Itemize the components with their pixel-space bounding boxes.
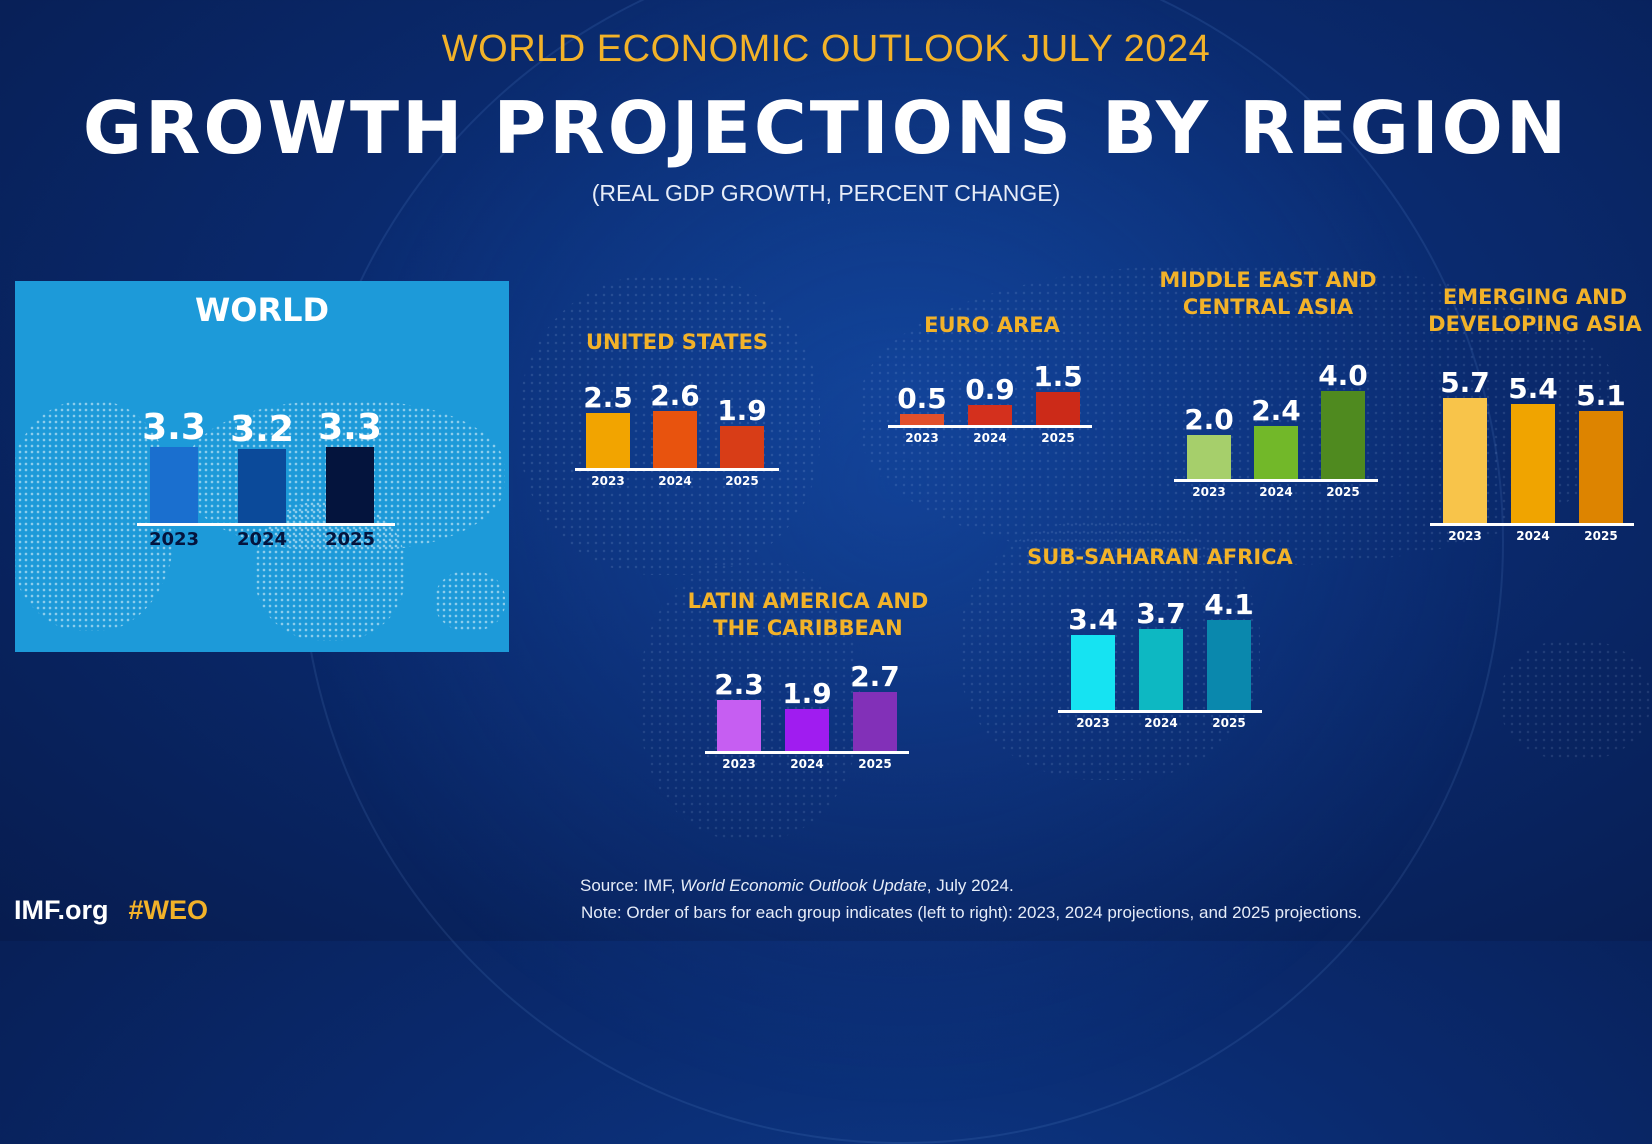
chart-title: LATIN AMERICA AND THE CARIBBEAN [687, 589, 929, 640]
hashtag: #WEO [128, 895, 209, 925]
tick-label: 2024 [1259, 485, 1293, 499]
tick-label: 2023 [722, 757, 756, 771]
bar-2025 [853, 691, 897, 751]
data-label: 5.7 [1440, 365, 1490, 399]
bar-2025 [326, 447, 374, 523]
south-america-map [640, 560, 860, 840]
bar-2024 [968, 405, 1012, 425]
data-label: 2.0 [1184, 403, 1234, 436]
bar-2024 [653, 410, 697, 468]
source-prefix: Source: IMF, [580, 876, 681, 895]
bar-2023 [717, 700, 761, 751]
tick-label: 2023 [1448, 529, 1482, 543]
tick-label: 2023 [1076, 716, 1110, 730]
chart-title: WORLD [194, 291, 330, 329]
tick-label: 2024 [236, 529, 288, 550]
bar-2023 [150, 447, 198, 523]
chart-baseline [575, 468, 779, 471]
world-map-oceania [435, 571, 505, 631]
data-label: 1.9 [782, 677, 832, 711]
tick-label: 2025 [324, 529, 376, 550]
chart-title: MIDDLE EAST AND CENTRAL ASIA [1159, 268, 1377, 319]
data-label: 0.9 [965, 373, 1015, 407]
data-label: 3.2 [230, 409, 294, 451]
tick-label: 2025 [1041, 431, 1075, 445]
tick-label: 2025 [725, 474, 759, 488]
data-label: 5.4 [1508, 372, 1558, 406]
chart-baseline [705, 751, 909, 754]
tick-label: 2024 [973, 431, 1007, 445]
bar-2023 [900, 414, 944, 425]
tick-label: 2025 [1212, 716, 1246, 730]
tick-label: 2024 [1516, 529, 1550, 543]
page-title: GROWTH PROJECTIONS BY REGION [82, 86, 1570, 170]
imf-link[interactable]: IMF.org [14, 895, 109, 925]
bar-2025 [1321, 391, 1365, 479]
bar-2023 [1187, 435, 1231, 479]
data-label: 3.4 [1068, 603, 1118, 637]
source-suffix: , July 2024. [926, 876, 1014, 895]
bar-2023 [1071, 635, 1115, 710]
data-label: 2.7 [850, 659, 900, 693]
chart-title: EMERGING AND DEVELOPING ASIA [1428, 285, 1642, 336]
data-label: 3.3 [142, 407, 206, 449]
chart-baseline [1174, 479, 1378, 482]
data-label: 3.7 [1136, 596, 1186, 630]
chart-title: UNITED STATES [585, 330, 769, 354]
tick-label: 2025 [1584, 529, 1618, 543]
australia-map [1500, 640, 1650, 760]
tick-label: 2025 [858, 757, 892, 771]
bar-2024 [238, 449, 286, 523]
kicker-title: WORLD ECONOMIC OUTLOOK JULY 2024 [441, 28, 1211, 70]
chart-title: SUB-SAHARAN AFRICA [1027, 545, 1293, 569]
bar-2025 [1579, 410, 1623, 523]
tick-label: 2023 [1192, 485, 1226, 499]
bar-2024 [1139, 628, 1183, 710]
data-label: 1.5 [1033, 360, 1083, 393]
data-label: 4.0 [1318, 359, 1368, 392]
chart-baseline [1430, 523, 1634, 526]
data-label: 2.4 [1251, 394, 1301, 428]
source-text: Source: IMF, World Economic Outlook Upda… [580, 876, 1014, 896]
note-text: Note: Order of bars for each group indic… [581, 903, 1362, 922]
source-title: World Economic Outlook Update [680, 876, 927, 895]
bar-2025 [1207, 619, 1251, 710]
tick-label: 2025 [1326, 485, 1360, 499]
tick-label: 2023 [905, 431, 939, 445]
tick-label: 2023 [148, 529, 200, 550]
data-label: 0.5 [897, 382, 947, 415]
data-label: 2.3 [714, 668, 764, 702]
tick-label: 2024 [658, 474, 692, 488]
bar-2024 [785, 709, 829, 751]
bar-2024 [1511, 404, 1555, 523]
footer-brand: IMF.org #WEO [14, 895, 208, 926]
tick-label: 2024 [790, 757, 824, 771]
data-label: 5.1 [1576, 378, 1626, 412]
data-label: 2.5 [583, 381, 633, 414]
data-label: 2.6 [650, 378, 700, 412]
world-map-americas [15, 401, 175, 631]
chart-title: EURO AREA [924, 313, 1060, 337]
chart-baseline [1058, 710, 1262, 713]
tick-label: 2023 [591, 474, 625, 488]
page-subtitle: (REAL GDP GROWTH, PERCENT CHANGE) [591, 180, 1061, 206]
data-label: 4.1 [1204, 587, 1254, 621]
bar-2025 [720, 426, 764, 468]
bar-2025 [1036, 392, 1080, 425]
bar-2024 [1254, 426, 1298, 479]
data-label: 3.3 [318, 407, 382, 449]
bar-2023 [1443, 397, 1487, 523]
data-label: 1.9 [717, 394, 767, 428]
bar-2023 [586, 413, 630, 468]
chart-baseline [137, 523, 395, 526]
chart-baseline [888, 425, 1092, 428]
tick-label: 2024 [1144, 716, 1178, 730]
